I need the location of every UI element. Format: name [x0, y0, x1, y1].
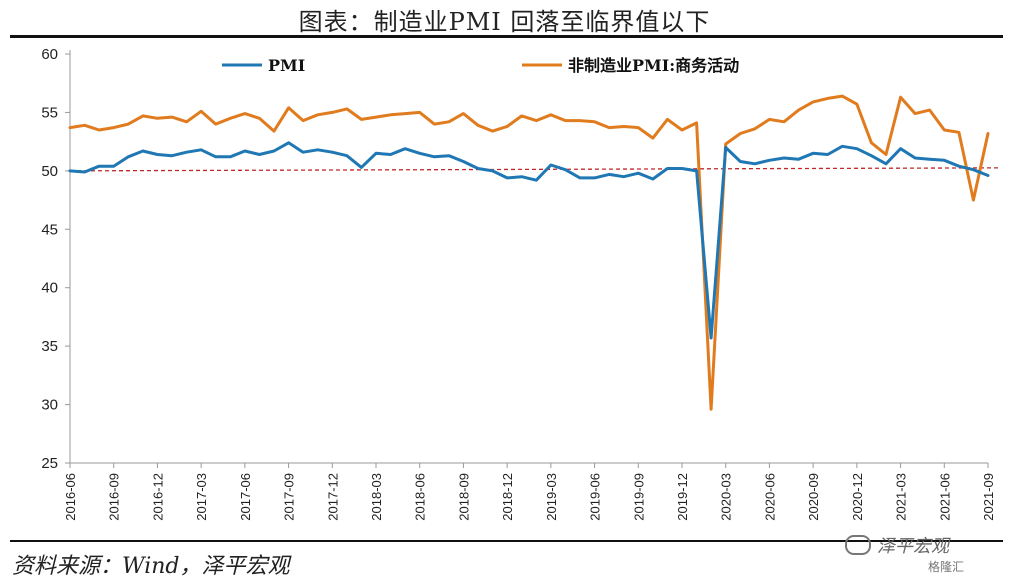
- threshold-line: [69, 167, 1001, 172]
- wechat-icon: [845, 535, 871, 555]
- y-tick-label: 35: [41, 338, 58, 355]
- y-tick-label: 55: [41, 104, 58, 121]
- watermark-text: 泽平宏观: [877, 536, 949, 557]
- pmi-series-line: [68, 141, 990, 340]
- legend-label: PMI: [268, 56, 305, 75]
- x-tick-label: 2016-12: [150, 473, 165, 521]
- source-note: 资料来源：Wind，泽平宏观: [12, 554, 290, 579]
- x-tick-label: 2019-12: [675, 473, 690, 521]
- x-tick-label: 2018-06: [413, 473, 428, 521]
- bottom-rule: [10, 540, 1003, 542]
- y-tick-label: 50: [41, 163, 58, 180]
- x-tick-label: 2020-03: [719, 473, 734, 521]
- x-tick-label: 2017-09: [282, 473, 297, 521]
- x-tick-label: 2020-06: [762, 473, 777, 521]
- x-tick-label: 2019-06: [588, 473, 603, 521]
- x-tick-label: 2016-06: [63, 473, 78, 521]
- non-mfg-series-line: [68, 94, 990, 411]
- x-tick-label: 2021-06: [937, 473, 952, 521]
- watermark: 泽平宏观: [845, 532, 949, 558]
- watermark-logo: 格隆汇: [928, 560, 965, 574]
- x-tick-label: 2021-09: [981, 473, 996, 521]
- x-tick-label: 2017-12: [325, 473, 340, 521]
- y-tick-label: 45: [41, 221, 58, 238]
- legend-label: 非制造业PMI:商务活动: [568, 56, 739, 75]
- x-tick-label: 2019-09: [631, 473, 646, 521]
- y-tick-label: 60: [41, 46, 58, 63]
- x-tick-label: 2018-09: [456, 473, 471, 521]
- y-tick-label: 25: [41, 455, 58, 472]
- y-tick-label: 30: [41, 397, 58, 414]
- x-tick-label: 2016-09: [107, 473, 122, 521]
- x-tick-label: 2019-03: [544, 473, 559, 521]
- x-tick-label: 2021-03: [894, 473, 909, 521]
- top-rule: [10, 35, 1003, 38]
- x-tick-label: 2017-06: [238, 473, 253, 521]
- x-tick-label: 2017-03: [194, 473, 209, 521]
- pmi-line-chart: 25 30 35 40 45 50 55 60 2016-06 2016-09 2016-12 201…: [41, 46, 1001, 521]
- x-tick-label: 2020-09: [806, 473, 821, 521]
- x-tick-label: 2018-03: [369, 473, 384, 521]
- chart-title: 图表：制造业PMI 回落至临界值以下: [298, 8, 711, 36]
- x-tick-label: 2020-12: [850, 473, 865, 521]
- x-tick-label: 2018-12: [500, 473, 515, 521]
- y-tick-label: 40: [41, 280, 58, 297]
